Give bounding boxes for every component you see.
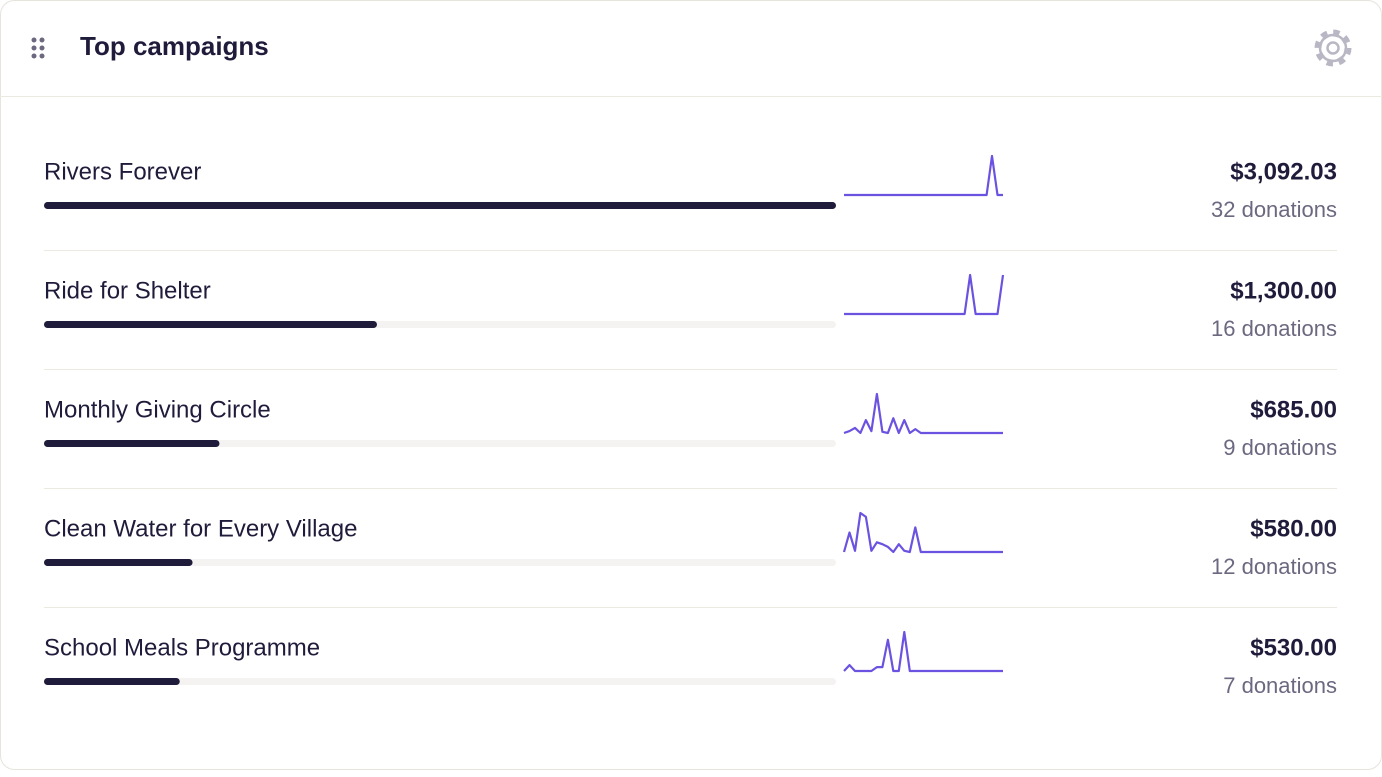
progress-track (44, 440, 836, 447)
donation-count: 32 donations (1211, 197, 1337, 222)
progress-track (44, 678, 836, 685)
campaign-name: Monthly Giving Circle (44, 396, 271, 423)
progress-bar (44, 202, 836, 209)
drag-handle[interactable] (31, 37, 45, 59)
donation-count: 12 donations (1211, 554, 1337, 579)
card-title: Top campaigns (80, 31, 269, 61)
progress-bar (44, 559, 193, 566)
campaign-amount: $3,092.03 (1230, 158, 1337, 185)
sparkline (844, 273, 1005, 316)
settings-button[interactable] (1314, 29, 1352, 67)
donation-count: 7 donations (1223, 673, 1337, 698)
campaign-amount: $580.00 (1250, 515, 1337, 542)
campaign-amount: $1,300.00 (1230, 277, 1337, 304)
sparkline (843, 392, 1003, 435)
progress-track (44, 559, 836, 566)
sparkline (843, 630, 1003, 673)
progress-bar (44, 678, 180, 685)
donation-count: 16 donations (1211, 316, 1337, 341)
campaign-amount: $530.00 (1250, 634, 1337, 661)
progress-bar (44, 440, 220, 447)
campaign-name: School Meals Programme (44, 634, 320, 661)
sparkline (844, 154, 1003, 197)
sparkline (842, 511, 1003, 554)
campaign-name: Rivers Forever (44, 158, 201, 185)
donation-count: 9 donations (1223, 435, 1337, 460)
progress-bar (44, 321, 377, 328)
campaign-name: Ride for Shelter (44, 277, 211, 304)
campaign-amount: $685.00 (1250, 396, 1337, 423)
campaign-name: Clean Water for Every Village (44, 515, 357, 542)
